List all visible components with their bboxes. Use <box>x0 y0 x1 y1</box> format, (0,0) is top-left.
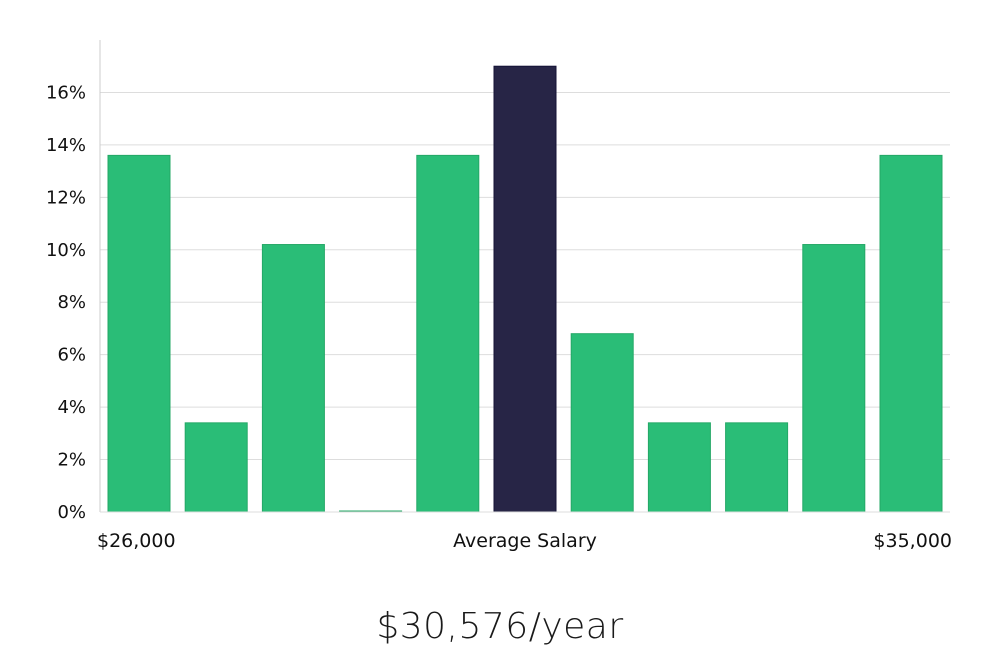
bar <box>725 422 789 513</box>
bar-average-salary <box>493 65 557 513</box>
y-tick-label: 6% <box>57 345 86 366</box>
bars <box>107 65 943 513</box>
bar <box>184 422 248 513</box>
bar <box>570 333 634 513</box>
bar <box>802 244 866 513</box>
y-tick-label: 2% <box>57 450 86 471</box>
y-tick-label: 4% <box>57 397 86 418</box>
y-tick-label: 0% <box>57 502 86 523</box>
y-tick-label: 14% <box>46 135 86 156</box>
bar <box>647 422 711 513</box>
y-tick-label: 8% <box>57 292 86 313</box>
bar <box>416 154 480 513</box>
y-tick-label: 10% <box>46 240 86 261</box>
x-min-label: $26,000 <box>97 530 176 552</box>
salary-distribution-chart: 0% 2% 4% 6% 8% 10% 12% 14% 16% $26,000 Average S… <box>46 40 952 552</box>
average-salary-value: $30,576/year <box>376 606 624 647</box>
x-max-label: $35,000 <box>873 530 952 552</box>
y-tick-label: 12% <box>46 187 86 208</box>
bar <box>261 244 325 513</box>
x-center-label: Average Salary <box>453 530 597 552</box>
bar <box>879 154 943 513</box>
y-axis-tick-labels: 0% 2% 4% 6% 8% 10% 12% 14% 16% <box>46 82 86 523</box>
y-tick-label: 16% <box>46 82 86 103</box>
bar <box>107 154 171 513</box>
